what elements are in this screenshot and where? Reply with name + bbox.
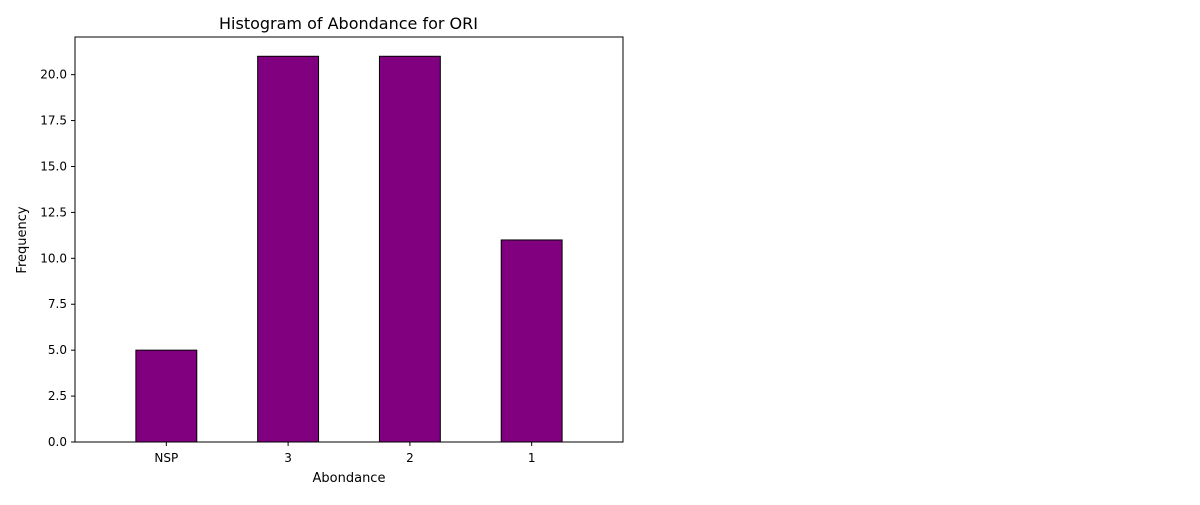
- chart-title: Histogram of Abondance for ORI: [219, 14, 478, 33]
- y-axis-ticks: 0.0 2.5 5.0 7.5 10.0 12.5 15.0 17.5 20.0: [40, 68, 75, 449]
- y-tick-label: 17.5: [40, 114, 67, 128]
- x-axis-ticks: NSP 3 2 1: [154, 442, 535, 465]
- bar-nsp: [135, 349, 198, 443]
- x-tick-label: 1: [528, 451, 536, 465]
- y-tick-label: 20.0: [40, 68, 67, 82]
- bar-2: [378, 55, 441, 443]
- y-axis-label: Frequency: [15, 206, 30, 273]
- y-tick-label: 5.0: [48, 343, 67, 357]
- bar-3: [257, 55, 320, 443]
- y-tick-label: 0.0: [48, 435, 67, 449]
- y-tick-label: 2.5: [48, 389, 67, 403]
- y-tick-label: 12.5: [40, 205, 67, 219]
- y-tick-label: 10.0: [40, 251, 67, 265]
- x-axis-label: Abondance: [313, 471, 386, 486]
- y-tick-label: 15.0: [40, 159, 67, 173]
- y-tick-label: 7.5: [48, 297, 67, 311]
- bar-1: [500, 239, 563, 443]
- x-tick-label: 3: [284, 451, 292, 465]
- x-tick-label: 2: [406, 451, 414, 465]
- bars-layer: [135, 55, 563, 443]
- x-tick-label: NSP: [154, 451, 178, 465]
- plot-frame: [74, 36, 624, 443]
